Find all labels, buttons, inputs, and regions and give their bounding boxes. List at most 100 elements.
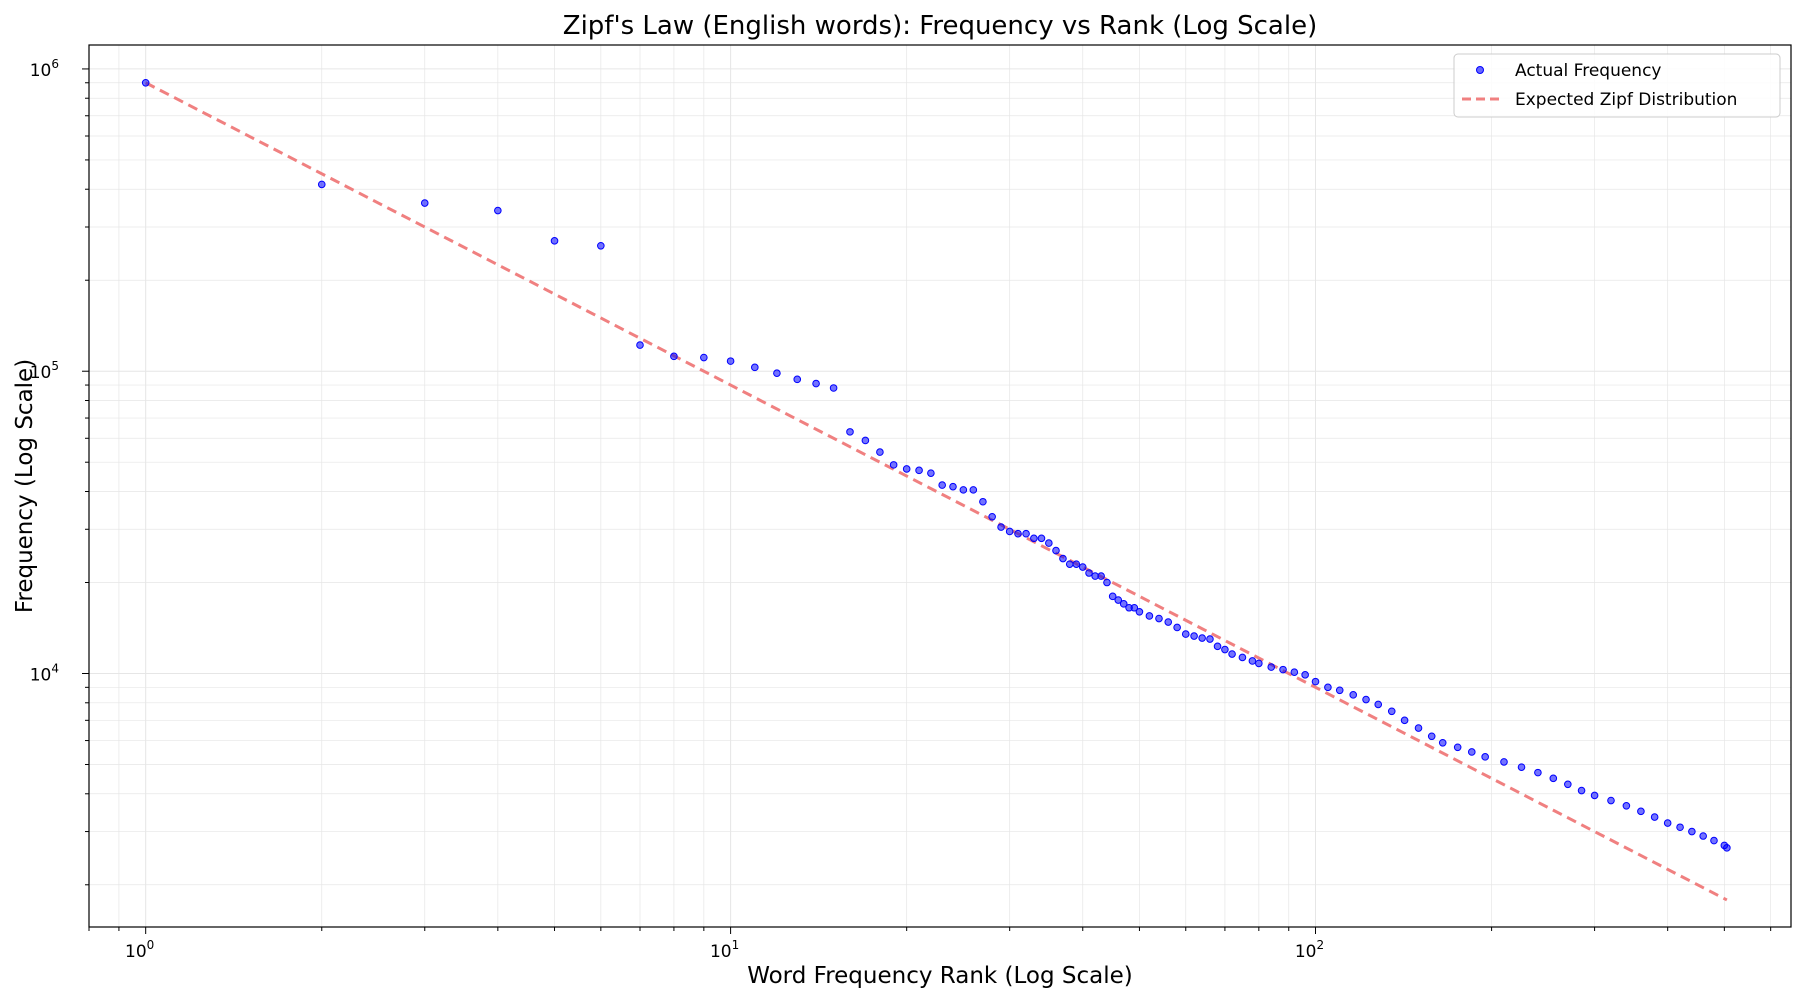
actual-frequency-point [927, 469, 935, 477]
actual-frequency-point [1438, 738, 1447, 747]
y-axis-label: Frequency (Log Scale) [12, 359, 38, 613]
actual-frequency-point [1279, 665, 1287, 674]
y-tick-label: 105 [30, 359, 59, 383]
actual-frequency-point [1607, 796, 1615, 805]
actual-frequency-point [915, 466, 923, 475]
actual-frequency-point [1221, 645, 1229, 654]
chart-title: Zipf's Law (English words): Frequency vs… [563, 11, 1317, 41]
actual-frequency-point [1637, 807, 1645, 816]
actual-frequency-point [1650, 813, 1659, 821]
actual-frequency-point [141, 78, 150, 87]
actual-frequency-point [1467, 748, 1476, 756]
actual-frequency-point [938, 481, 946, 489]
actual-frequency-point [1710, 836, 1718, 845]
actual-frequency-point [1155, 614, 1163, 623]
actual-frequency-point [1374, 700, 1383, 709]
actual-frequency-point [1135, 607, 1144, 616]
actual-frequency-point [1173, 623, 1181, 632]
actual-frequency-point [636, 341, 644, 349]
actual-frequency-point [1206, 635, 1214, 643]
actual-frequency-point [700, 353, 708, 362]
actual-frequency-point [670, 352, 678, 361]
actual-frequency-point [1065, 560, 1074, 568]
actual-frequency-point [1324, 683, 1332, 692]
actual-frequency-point [726, 357, 735, 365]
actual-frequency-point [979, 497, 987, 506]
actual-frequency-point [1453, 743, 1462, 752]
series-layer [141, 78, 1731, 902]
plot-frame [88, 44, 1792, 928]
actual-frequency-point [1549, 774, 1558, 783]
actual-frequency-point [1030, 534, 1038, 543]
actual-frequency-point [1676, 823, 1684, 832]
actual-frequency-point [1164, 618, 1173, 626]
actual-frequency-point [1622, 802, 1631, 810]
x-axis-label: Word Frequency Rank (Log Scale) [747, 963, 1133, 989]
legend-marker-actual [1476, 66, 1484, 74]
actual-frequency-point [550, 237, 559, 245]
expected-zipf-line [144, 81, 1728, 902]
actual-frequency-point [793, 375, 802, 384]
actual-frequency-point [1311, 677, 1320, 686]
x-tick-label: 102 [1295, 938, 1324, 962]
actual-frequency-point [1190, 632, 1198, 640]
y-tick-label: 104 [30, 661, 59, 685]
actual-frequency-point [1414, 724, 1423, 732]
actual-frequency-point [1072, 560, 1081, 568]
actual-frequency-point [1022, 529, 1030, 538]
actual-frequency-point [861, 436, 870, 445]
legend-box [1453, 53, 1781, 118]
axis-ticks: 100 101 102 104 105 106 [30, 57, 1772, 962]
actual-frequency-point [1335, 686, 1344, 695]
actual-frequency-point [1534, 768, 1542, 777]
actual-frequency-point [1349, 691, 1358, 699]
actual-frequency-point [959, 486, 968, 494]
actual-frequency-point [1688, 827, 1696, 836]
actual-frequency-point [1427, 732, 1436, 741]
actual-frequency-point [876, 448, 884, 456]
actual-frequency-point [1699, 832, 1707, 840]
legend: Actual Frequency Expected Zipf Distribut… [1453, 53, 1781, 118]
actual-frequency-point [1145, 612, 1154, 620]
actual-frequency-point [1517, 763, 1526, 771]
actual-frequency-point [773, 369, 781, 378]
actual-frequency-point [1085, 569, 1093, 577]
x-tick-label: 100 [125, 938, 154, 962]
x-tick-label: 101 [710, 938, 739, 962]
actual-frequency-point [1045, 539, 1053, 547]
actual-frequency-point [829, 384, 838, 392]
actual-frequency-point [1103, 578, 1111, 587]
actual-frequency-point [1181, 630, 1190, 638]
actual-frequency-point [1078, 563, 1087, 571]
actual-frequency-point [1267, 663, 1276, 671]
legend-label-expected: Expected Zipf Distribution [1515, 90, 1737, 110]
actual-frequency-point [1037, 534, 1046, 543]
actual-frequency-point [1564, 780, 1572, 789]
actual-frequency-point [1590, 791, 1599, 800]
actual-frequency-point [902, 465, 911, 473]
actual-frequency-point [812, 379, 820, 388]
y-tick-label: 106 [30, 57, 59, 81]
actual-frequency-point [846, 428, 854, 436]
legend-label-actual: Actual Frequency [1515, 61, 1661, 81]
actual-frequency-point [1248, 657, 1257, 665]
actual-frequency-point [1301, 671, 1309, 679]
actual-frequency-point [969, 486, 978, 494]
actual-frequency-point [1238, 653, 1247, 662]
actual-frequency-point [420, 199, 429, 207]
actual-frequency-point [317, 180, 326, 189]
actual-frequency-point [1577, 786, 1586, 795]
actual-frequency-point [1481, 753, 1489, 761]
actual-frequency-point [1114, 596, 1123, 604]
actual-frequency-point [1108, 592, 1117, 601]
actual-frequency-point [1500, 758, 1508, 766]
actual-frequency-point [1198, 634, 1206, 642]
actual-frequency-point [597, 241, 605, 250]
actual-frequency-point [1387, 707, 1396, 716]
actual-frequency-point [1059, 554, 1067, 563]
actual-frequency-point [751, 363, 759, 372]
actual-frequency-point [949, 482, 957, 491]
actual-frequency-point [1119, 600, 1128, 608]
